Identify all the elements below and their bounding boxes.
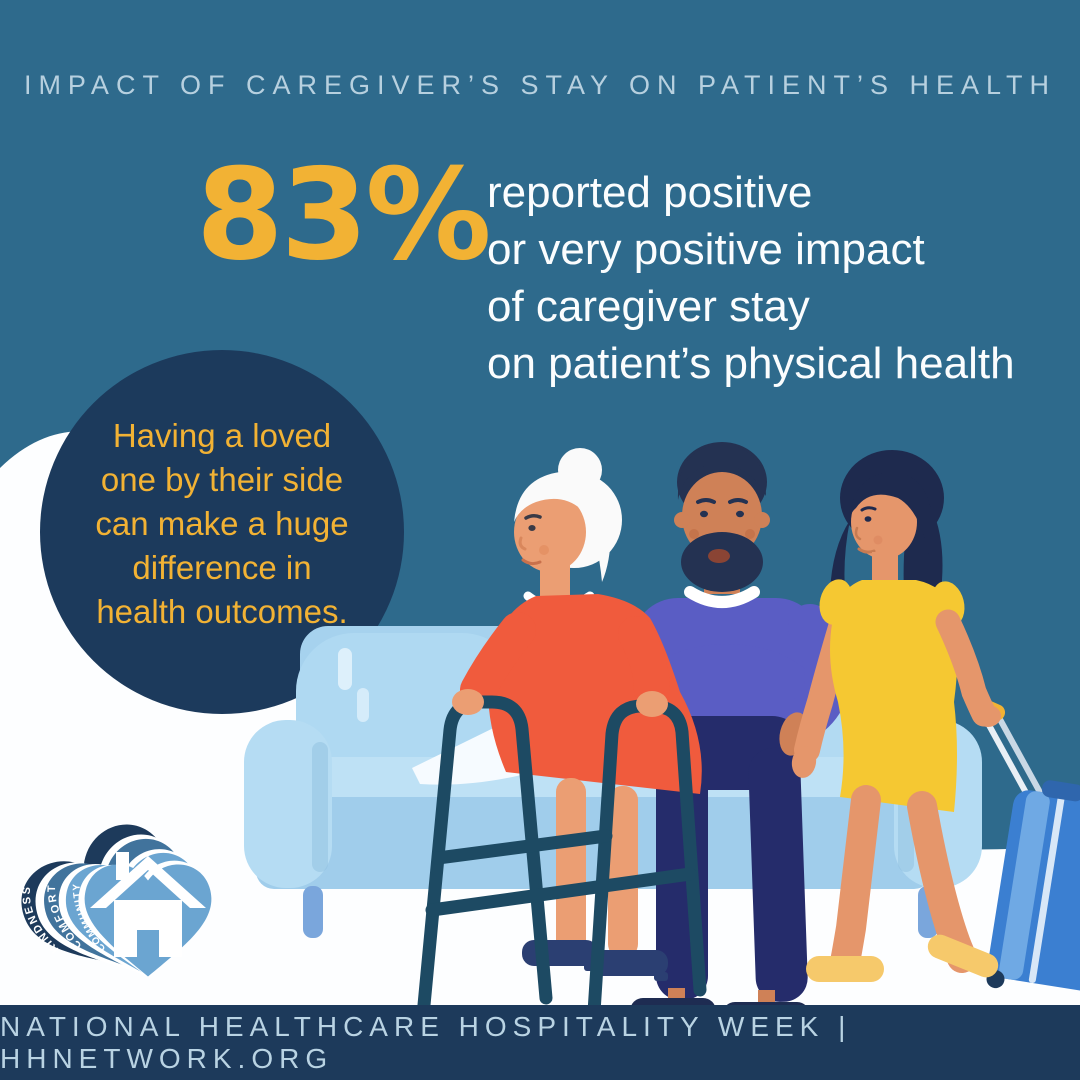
stat-description-line: on patient’s physical health xyxy=(487,339,1015,388)
elderly-hair-front xyxy=(514,472,611,582)
man-hair-front xyxy=(677,444,766,500)
young-blush xyxy=(873,535,883,545)
young-eye xyxy=(864,516,872,522)
elderly-sleeve xyxy=(460,612,536,708)
young-woman xyxy=(791,450,1001,982)
man-collar xyxy=(684,586,760,608)
man-blush xyxy=(689,529,699,539)
elderly-leg xyxy=(608,786,638,958)
footer-bar: NATIONAL HEALTHCARE HOSPITALITY WEEK | H… xyxy=(0,1005,1080,1080)
elderly-hand-on-walker xyxy=(636,691,668,717)
young-flat-shoe xyxy=(927,934,999,978)
man-blush xyxy=(745,529,755,539)
header-title: IMPACT OF CAREGIVER’S STAY ON PATIENT’S … xyxy=(23,70,1057,100)
man-eye xyxy=(736,510,744,518)
young-front-leg xyxy=(830,785,881,977)
callout-line: one by their side xyxy=(100,461,344,498)
man-eye xyxy=(700,510,708,518)
young-face xyxy=(851,485,917,559)
elderly-face xyxy=(514,492,586,572)
house-door xyxy=(137,930,159,957)
callout-line: can make a huge xyxy=(95,505,349,542)
walker-crossbar xyxy=(431,829,613,865)
house-chimney xyxy=(116,852,129,880)
man-ear xyxy=(674,512,690,528)
suitcase-stripe xyxy=(999,791,1050,980)
elderly-eye xyxy=(528,525,536,531)
young-cap-sleeve xyxy=(819,579,853,625)
young-hair-front xyxy=(850,472,932,556)
man-brow xyxy=(728,498,748,504)
suitcase-rod xyxy=(981,714,1033,802)
walker-frame-left xyxy=(417,695,553,1012)
suitcase-rod xyxy=(993,710,1045,798)
suitcase-top-handle xyxy=(1041,780,1080,802)
callout-line: difference in xyxy=(132,549,312,586)
elderly-nose xyxy=(518,536,527,551)
elderly-blush xyxy=(539,545,549,555)
man-brow xyxy=(696,498,716,504)
stat-description-line: or very positive impact xyxy=(487,225,925,274)
stat-value: 83% xyxy=(196,141,492,288)
young-flat-shoe xyxy=(806,956,884,982)
young-hand-on-grip xyxy=(975,705,1001,727)
young-hand xyxy=(791,746,817,778)
man-leg xyxy=(748,747,808,1002)
pillow-highlight xyxy=(338,648,352,690)
elderly-shoe-heel xyxy=(654,972,668,981)
elderly-hand-on-walker xyxy=(452,689,484,715)
couch-armrest-left xyxy=(244,720,332,888)
floor-shape xyxy=(0,431,1080,1080)
callout-text: Having a loved one by their side can mak… xyxy=(52,414,392,634)
stat-description: reported positive or very positive impac… xyxy=(487,164,1015,392)
callout-circle xyxy=(40,350,404,714)
young-dress xyxy=(830,580,958,812)
elderly-brow xyxy=(524,513,542,520)
callout-line: Having a loved xyxy=(112,417,332,454)
armrest-shadow xyxy=(312,742,328,872)
suitcase-stripe xyxy=(1028,795,1065,983)
young-brow xyxy=(860,506,877,512)
heart-logo: KINDNESS COMFORT COMMUNITY xyxy=(6,809,214,1007)
elderly-shoe xyxy=(590,950,668,976)
man-mouth xyxy=(708,549,730,563)
footer-text: NATIONAL HEALTHCARE HOSPITALITY WEEK | H… xyxy=(0,1010,852,1074)
young-mouth xyxy=(857,547,876,554)
young-nose xyxy=(854,526,862,541)
callout-line: health outcomes. xyxy=(96,593,348,630)
walker-crossbar xyxy=(425,867,697,917)
stat-description-line: reported positive xyxy=(487,168,813,217)
house-icon xyxy=(90,852,206,957)
elderly-mouth xyxy=(521,558,542,566)
couch-leg xyxy=(303,886,323,938)
elderly-leg xyxy=(556,778,586,954)
stat-description-line: of caregiver stay xyxy=(487,282,810,331)
man-ear xyxy=(754,512,770,528)
elderly-sleeve xyxy=(618,616,670,708)
house-roof xyxy=(90,856,206,908)
pillow-highlight xyxy=(357,688,369,722)
